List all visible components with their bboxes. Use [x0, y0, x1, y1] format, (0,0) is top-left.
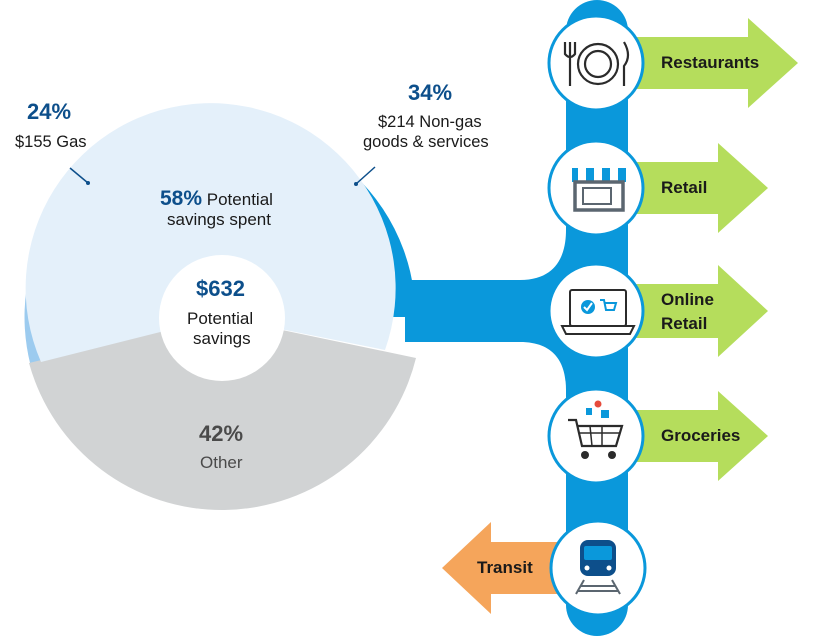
groceries-arrow	[596, 391, 768, 481]
gas-leader	[69, 167, 89, 184]
gas-leader-dot	[86, 181, 90, 185]
restaurants-arrow	[596, 18, 798, 108]
restaurants-label: Restaurants	[661, 53, 760, 72]
trunk-connector	[405, 230, 566, 390]
storefront-icon	[572, 168, 626, 212]
laptop-cart-icon	[560, 289, 636, 335]
transit-label: Transit	[477, 558, 533, 577]
spent-line1: Potential	[206, 190, 273, 209]
spent-percent: 58%	[160, 187, 203, 210]
spent-line2: savings spent	[167, 210, 271, 229]
nongas-label-line2: goods & services	[363, 133, 489, 151]
online-retail-label-line1: Online	[661, 290, 714, 309]
gas-percent: 24%	[27, 99, 72, 124]
retail-arrow	[596, 143, 768, 233]
retail-label: Retail	[661, 178, 708, 197]
other-label: Other	[200, 453, 243, 472]
restaurants-node	[547, 14, 645, 112]
pie-chart	[24, 103, 416, 510]
shopping-cart-icon	[568, 400, 624, 459]
groceries-label: Groceries	[661, 426, 741, 445]
gas-label: $155 Gas	[15, 133, 87, 151]
spent-inner-area	[25, 103, 396, 363]
retail-node	[547, 139, 645, 237]
center-circle	[159, 255, 285, 381]
online-retail-label-line2: Retail	[661, 314, 708, 333]
transit-node	[549, 519, 647, 617]
center-label-line1: Potential	[187, 309, 254, 328]
center-label-line2: savings	[193, 329, 251, 348]
spent-label: 58% Potential	[160, 187, 273, 211]
center-value: $632	[196, 276, 245, 301]
online-retail-node	[547, 262, 645, 360]
other-slice	[29, 317, 416, 510]
fork-plate-knife-icon	[563, 41, 630, 86]
groceries-node	[547, 387, 645, 485]
nongas-leader-dot	[354, 182, 358, 186]
other-percent: 42%	[199, 421, 244, 446]
nongas-leader	[355, 166, 376, 185]
nongas-percent: 34%	[408, 80, 453, 105]
nongas-label-line1: $214 Non-gas	[378, 113, 482, 131]
train-icon	[575, 540, 621, 595]
online-retail-arrow	[596, 265, 768, 357]
